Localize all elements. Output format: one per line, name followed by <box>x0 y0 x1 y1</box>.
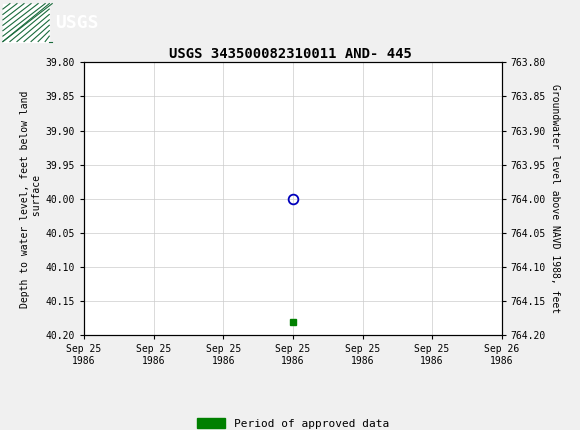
Text: USGS: USGS <box>55 14 99 31</box>
Text: USGS 343500082310011 AND- 445: USGS 343500082310011 AND- 445 <box>169 47 411 61</box>
Bar <box>3 3 49 42</box>
Y-axis label: Depth to water level, feet below land
 surface: Depth to water level, feet below land su… <box>20 90 42 307</box>
Y-axis label: Groundwater level above NAVD 1988, feet: Groundwater level above NAVD 1988, feet <box>550 84 560 313</box>
Legend: Period of approved data: Period of approved data <box>193 414 393 430</box>
